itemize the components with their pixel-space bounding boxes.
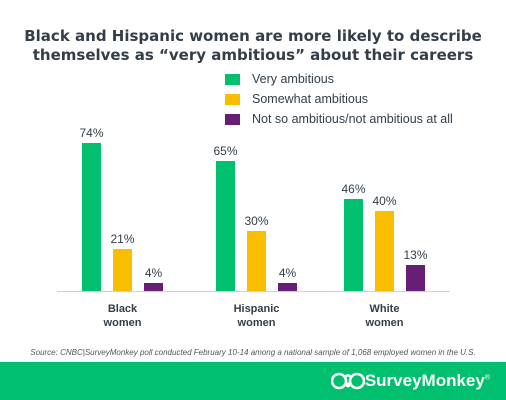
bar — [144, 283, 163, 291]
brand[interactable]: SurveyMonkey® — [330, 370, 490, 392]
data-label: 74% — [79, 126, 103, 140]
legend-label: Not so ambitious/not ambitious at all — [252, 112, 453, 126]
page-title: Black and Hispanic women are more likely… — [0, 27, 506, 65]
trademark-mark: ® — [484, 374, 490, 382]
category-label: Black — [108, 303, 138, 315]
category-label: women — [103, 317, 142, 329]
category-label: women — [237, 317, 276, 329]
title-line-2: themselves as “very ambitious” about the… — [32, 46, 474, 64]
monkey-logo-icon — [330, 372, 365, 390]
data-label: 21% — [110, 232, 134, 246]
bar — [406, 265, 425, 291]
legend-swatch — [225, 113, 240, 125]
data-label: 65% — [213, 144, 237, 158]
data-label: 30% — [244, 214, 268, 228]
data-label: 46% — [341, 182, 365, 196]
data-label: 4% — [145, 266, 163, 280]
source-note: Source: CNBC|SurveyMonkey poll conducted… — [30, 348, 476, 357]
bar — [375, 211, 394, 291]
legend-label: Very ambitious — [252, 72, 334, 86]
legend-item: Very ambitious — [225, 69, 453, 89]
data-label: 40% — [372, 194, 396, 208]
bar — [344, 199, 363, 291]
legend-item: Not so ambitious/not ambitious at all — [225, 109, 453, 129]
legend-item: Somewhat ambitious — [225, 89, 453, 109]
legend-label: Somewhat ambitious — [252, 92, 369, 106]
legend-swatch — [225, 93, 240, 105]
bar — [113, 249, 132, 291]
category-label: women — [365, 317, 404, 329]
data-label: 13% — [403, 248, 427, 262]
category-label: Hispanic — [234, 303, 280, 315]
legend-swatch — [225, 73, 240, 85]
bar-chart: 74% 21% 4% Black women 65% 30% 4% Hispanic women 4… — [57, 126, 450, 329]
bar — [278, 283, 297, 291]
bar — [247, 231, 266, 291]
data-label: 4% — [279, 266, 297, 280]
footer-bar: SurveyMonkey® — [0, 362, 506, 400]
bar — [82, 143, 101, 291]
brand-name: SurveyMonkey® — [364, 371, 490, 390]
title-line-1: Black and Hispanic women are more likely… — [24, 27, 482, 45]
chart-legend: Very ambitious Somewhat ambitious Not so a… — [225, 69, 453, 129]
bar — [216, 161, 235, 291]
category-label: White — [370, 303, 400, 315]
